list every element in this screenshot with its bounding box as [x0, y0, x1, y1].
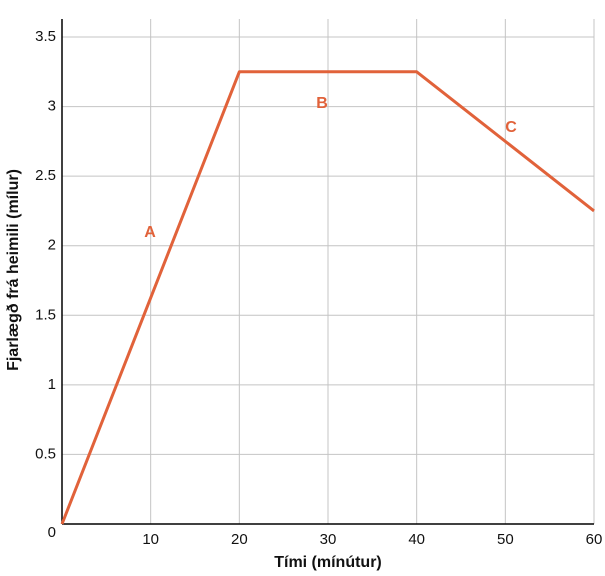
y-tick-label: 3 — [48, 98, 56, 115]
y-tick-label: 0 — [48, 524, 56, 541]
annotation: B — [316, 95, 328, 112]
y-tick-label: 0.5 — [35, 445, 56, 462]
x-tick-label: 20 — [231, 531, 248, 548]
x-tick-label: 30 — [320, 531, 337, 548]
y-tick-label: 3.5 — [35, 28, 56, 45]
x-tick-label: 50 — [497, 531, 514, 548]
y-axis-label: Fjarlægð frá heimili (mílur) — [5, 169, 22, 371]
y-tick-label: 2 — [48, 237, 56, 254]
y-tick-label: 1 — [48, 376, 56, 393]
x-tick-label: 60 — [586, 531, 603, 548]
annotation: C — [505, 119, 517, 136]
y-tick-label: 1.5 — [35, 306, 56, 323]
y-tick-label: 2.5 — [35, 167, 56, 184]
annotation: A — [144, 224, 156, 241]
x-axis-label: Tími (mínútur) — [274, 554, 382, 571]
x-tick-label: 10 — [142, 531, 159, 548]
x-tick-label: 40 — [408, 531, 425, 548]
data-line — [60, 70, 595, 525]
